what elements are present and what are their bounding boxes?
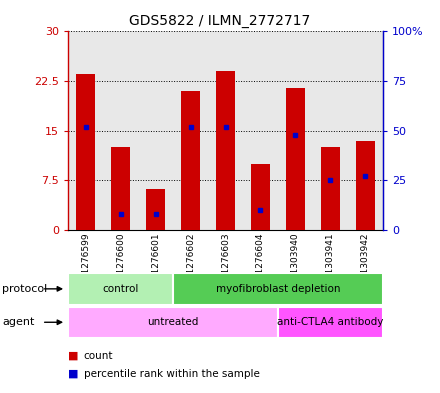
Text: count: count xyxy=(84,351,113,361)
Text: untreated: untreated xyxy=(147,317,199,327)
Text: control: control xyxy=(103,284,139,294)
Bar xyxy=(181,91,200,230)
Bar xyxy=(216,71,235,230)
Text: myofibroblast depletion: myofibroblast depletion xyxy=(216,284,340,294)
Bar xyxy=(111,147,130,230)
Text: protocol: protocol xyxy=(2,284,48,294)
Text: anti-CTLA4 antibody: anti-CTLA4 antibody xyxy=(277,317,384,327)
Bar xyxy=(76,74,95,230)
Bar xyxy=(286,88,305,230)
Text: ■: ■ xyxy=(68,351,79,361)
Bar xyxy=(356,141,375,230)
Bar xyxy=(146,189,165,230)
Text: GDS5822 / ILMN_2772717: GDS5822 / ILMN_2772717 xyxy=(129,14,311,28)
Text: ■: ■ xyxy=(68,369,79,379)
Bar xyxy=(321,147,340,230)
Text: agent: agent xyxy=(2,317,35,327)
Text: percentile rank within the sample: percentile rank within the sample xyxy=(84,369,260,379)
Bar xyxy=(251,164,270,230)
